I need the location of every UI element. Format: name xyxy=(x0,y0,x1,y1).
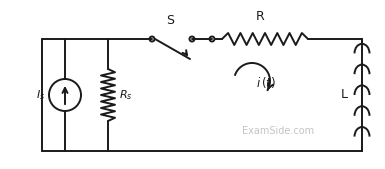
Text: S: S xyxy=(166,14,174,27)
Text: $R_s$: $R_s$ xyxy=(119,88,132,102)
Text: R: R xyxy=(256,10,264,23)
Text: $i\,(t)$: $i\,(t)$ xyxy=(256,76,276,91)
Text: $I_s$: $I_s$ xyxy=(37,88,45,102)
Text: L: L xyxy=(340,89,348,102)
Text: ExamSide.com: ExamSide.com xyxy=(242,126,314,136)
